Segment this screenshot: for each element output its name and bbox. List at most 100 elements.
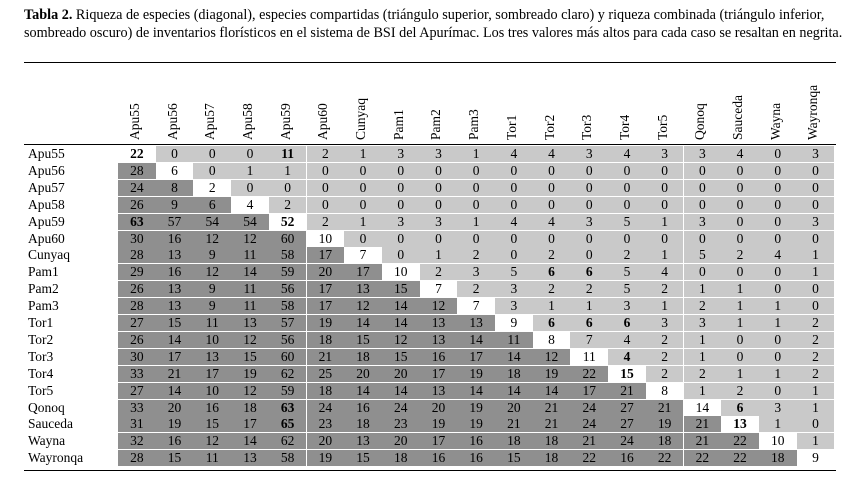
table-cell: 17 xyxy=(570,382,609,399)
table-cell: 16 xyxy=(193,399,232,416)
table-cell: 5 xyxy=(608,264,646,281)
table-cell: 58 xyxy=(268,298,307,315)
table-row: Apu55 22 0 0 0 11 2 1 3 3 1 4 4 3 4 3 3 4 0 3 xyxy=(24,146,836,162)
table-cell: 0 xyxy=(231,179,269,196)
table-cell: 5 xyxy=(683,247,722,264)
table-cell: 14 xyxy=(495,348,533,365)
table-cell: 0 xyxy=(457,196,495,213)
table-cell: 0 xyxy=(419,162,458,179)
table-cell: 30 xyxy=(118,348,156,365)
table-cell: 0 xyxy=(457,162,495,179)
table-cell: 2 xyxy=(608,247,646,264)
table-cell: 13 xyxy=(193,348,232,365)
table-cell: 2 xyxy=(532,247,571,264)
table-cell: 17 xyxy=(306,298,345,315)
table-cell: 15 xyxy=(381,348,420,365)
table-cell: 1 xyxy=(344,146,382,162)
column-label: Tor1 xyxy=(503,114,519,140)
table-cell: 0 xyxy=(344,230,382,247)
table-cell: 5 xyxy=(608,213,646,230)
table-cell: 0 xyxy=(570,247,609,264)
table-cell: 0 xyxy=(381,179,420,196)
table-cell: 0 xyxy=(344,196,382,213)
table-cell: 8 xyxy=(155,179,194,196)
table-cell: 63 xyxy=(118,213,156,230)
table-cell: 28 xyxy=(118,450,156,467)
table-row: Sauceda 31 19 15 17 65 23 18 23 19 19 21 21 24 27 19 21 1… xyxy=(24,416,836,433)
table-cell: 0 xyxy=(381,230,420,247)
table-cell: 0 xyxy=(645,162,684,179)
table-cell: 18 xyxy=(645,433,684,450)
table-cell: 1 xyxy=(796,399,835,416)
table-cell: 6 xyxy=(608,315,646,331)
table-cell: 21 xyxy=(683,416,722,433)
table-cell: 11 xyxy=(231,281,269,298)
table-cell: 3 xyxy=(419,146,458,162)
table-cell: 0 xyxy=(193,162,232,179)
table-cell: 19 xyxy=(306,450,345,467)
table-cell: 59 xyxy=(268,264,307,281)
table-cell: 0 xyxy=(532,230,571,247)
table-cell: 0 xyxy=(683,196,722,213)
table-cell: 7 xyxy=(419,281,458,298)
table-cell: 18 xyxy=(306,331,345,348)
caption-label: Tabla 2. xyxy=(24,7,73,23)
column-header: Apu55 Apu56 Apu57 Apu58 Apu59 Apu60 Cunyaq Pam1… xyxy=(0,64,858,144)
table-cell: 11 xyxy=(495,331,533,348)
table-cell: 19 xyxy=(306,315,345,331)
table-cell: 14 xyxy=(231,264,269,281)
table-cell: 0 xyxy=(381,162,420,179)
table-cell: 6 xyxy=(570,315,609,331)
table-cell: 15 xyxy=(231,348,269,365)
row-label: Apu58 xyxy=(28,196,65,212)
table-cell: 3 xyxy=(495,281,533,298)
table-cell: 0 xyxy=(683,264,722,281)
table-cell: 1 xyxy=(758,315,797,331)
table-cell: 10 xyxy=(306,230,345,247)
table-cell: 0 xyxy=(381,247,420,264)
table-cell: 25 xyxy=(306,365,345,382)
table-cell: 0 xyxy=(796,179,835,196)
table-cell: 0 xyxy=(193,146,232,162)
table-cell: 15 xyxy=(495,450,533,467)
table-cell: 5 xyxy=(608,281,646,298)
table-row: Apu59 63 57 54 54 52 2 1 3 3 1 4 4 3 5 1 3 0 0 3 xyxy=(24,213,836,230)
table-cell: 57 xyxy=(155,213,194,230)
table-cell: 0 xyxy=(758,331,797,348)
table-cell: 65 xyxy=(268,416,307,433)
row-label: Pam1 xyxy=(28,264,59,280)
table-cell: 12 xyxy=(381,331,420,348)
table-cell: 21 xyxy=(532,399,571,416)
table-cell: 12 xyxy=(193,433,232,450)
table-cell: 1 xyxy=(796,433,835,450)
table-cell: 3 xyxy=(381,213,420,230)
column-label: Tor4 xyxy=(616,114,632,140)
table-row: Tor2 26 14 10 12 56 18 15 12 13 14 11 8 7 4 2 1 0 0 2 xyxy=(24,331,836,348)
table-cell: 0 xyxy=(495,196,533,213)
table-cell: 9 xyxy=(155,196,194,213)
column-label: Pam2 xyxy=(428,109,444,140)
table-cell: 0 xyxy=(721,179,759,196)
table-cell: 14 xyxy=(495,382,533,399)
table-cell: 30 xyxy=(118,230,156,247)
table-cell: 14 xyxy=(457,382,495,399)
table-cell: 56 xyxy=(268,331,307,348)
table-cell: 2 xyxy=(645,365,684,382)
table-cell: 1 xyxy=(721,315,759,331)
table-cell: 13 xyxy=(231,450,269,467)
table-cell: 12 xyxy=(532,348,571,365)
table-cell: 0 xyxy=(570,196,609,213)
table-cell: 0 xyxy=(758,162,797,179)
table-cell: 19 xyxy=(231,365,269,382)
table-row: Apu60 30 16 12 12 60 10 0 0 0 0 0 0 0 0 0 0 0 0 0 xyxy=(24,230,836,247)
column-label: Apu56 xyxy=(164,103,180,140)
table-cell: 13 xyxy=(155,298,194,315)
table-cell: 24 xyxy=(381,399,420,416)
table-cell: 6 xyxy=(532,264,571,281)
column-label: Pam3 xyxy=(466,109,482,140)
table-cell: 1 xyxy=(796,247,835,264)
table-cell: 22 xyxy=(721,450,759,467)
table-cell: 4 xyxy=(721,146,759,162)
table-cell: 57 xyxy=(268,315,307,331)
table-cell: 3 xyxy=(683,213,722,230)
